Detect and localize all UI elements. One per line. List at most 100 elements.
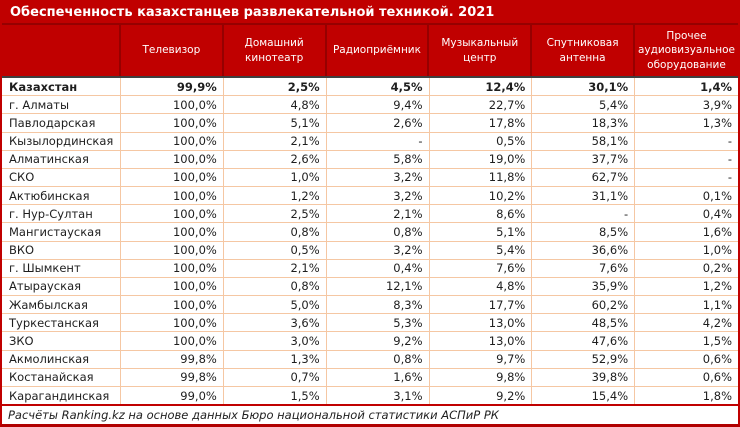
value-cell: 18,3% bbox=[532, 114, 636, 132]
value-cell: 13,0% bbox=[430, 314, 533, 332]
value-cell: 2,1% bbox=[327, 205, 430, 223]
value-cell: 52,9% bbox=[532, 350, 636, 368]
value-cell: 100,0% bbox=[121, 205, 224, 223]
value-cell: 10,2% bbox=[430, 187, 533, 205]
region-name-cell: Карагандинская bbox=[2, 386, 121, 405]
value-cell: 100,0% bbox=[121, 223, 224, 241]
value-cell: 1,0% bbox=[224, 168, 327, 187]
value-cell: 100,0% bbox=[121, 314, 224, 332]
region-name-cell: г. Шымкент bbox=[2, 259, 121, 277]
value-cell: 3,2% bbox=[327, 168, 430, 187]
value-cell: 12,1% bbox=[327, 277, 430, 296]
value-cell: 15,4% bbox=[532, 386, 636, 405]
value-cell: 13,0% bbox=[430, 332, 533, 350]
value-cell: 30,1% bbox=[532, 78, 636, 96]
value-cell: - bbox=[727, 170, 732, 185]
value-cell: 0,8% bbox=[224, 277, 327, 296]
value-cell: 3,0% bbox=[224, 332, 327, 350]
region-name-cell: Казахстан bbox=[2, 78, 121, 96]
region-name-cell: СКО bbox=[2, 168, 121, 187]
value-cell: 0,4% bbox=[327, 259, 430, 277]
column-header: Радиоприёмник bbox=[327, 25, 430, 76]
value-cell: 9,8% bbox=[430, 368, 533, 386]
table-row: Мангистауская 100,0% 0,8% 0,8% 5,1% 8,5% 1,6% bbox=[2, 223, 738, 242]
value-cell: 4,8% bbox=[430, 277, 533, 296]
table-row: Кызылординская 100,0% 2,1% -0,5% 58,1% - bbox=[2, 132, 738, 151]
table-row: СКО 100,0% 1,0% 3,2% 11,8% 62,7% - bbox=[2, 168, 738, 188]
value-cell: 99,9% bbox=[121, 78, 224, 96]
column-header: Прочее аудиовизуальное оборудование bbox=[637, 30, 736, 71]
value-cell: 9,4% bbox=[327, 96, 430, 114]
value-cell: 100,0% bbox=[121, 96, 224, 114]
value-cell: 9,2% bbox=[430, 386, 533, 405]
value-cell: 100,0% bbox=[121, 241, 224, 259]
table-row: Алматинская 100,0% 2,6% 5,8% 19,0% 37,7% - bbox=[2, 150, 738, 169]
value-cell: 8,6% bbox=[430, 205, 533, 223]
value-cell: 58,1% bbox=[532, 132, 636, 150]
region-name-cell: Жамбылская bbox=[2, 296, 121, 314]
value-cell: 8,5% bbox=[532, 223, 636, 241]
value-cell: 100,0% bbox=[121, 259, 224, 277]
value-cell: 0,8% bbox=[327, 350, 430, 368]
region-name-cell: Кызылординская bbox=[2, 132, 121, 150]
column-header: Музыкальный центр bbox=[429, 25, 533, 76]
table-row: Акмолинская 99,8% 1,3% 0,8% 9,7% 52,9% 0,6% bbox=[2, 350, 738, 369]
table-row: г. Алматы 100,0% 4,8% 9,4% 22,7% 5,4% 3,9% bbox=[2, 96, 738, 115]
value-cell: 1,4% bbox=[700, 79, 732, 94]
value-cell: 0,8% bbox=[224, 223, 327, 241]
value-cell: 2,6% bbox=[224, 150, 327, 168]
value-cell: 3,2% bbox=[327, 187, 430, 205]
value-cell: 1,3% bbox=[224, 350, 327, 368]
region-name-cell: Павлодарская bbox=[2, 114, 121, 132]
value-cell: 4,5% bbox=[327, 78, 430, 96]
value-cell: 60,2% bbox=[532, 296, 636, 314]
value-cell: 3,6% bbox=[224, 314, 327, 332]
value-cell: 2,6% bbox=[327, 114, 430, 132]
value-cell: 100,0% bbox=[121, 168, 224, 187]
table-row: Жамбылская 100,0% 5,0% 8,3% 17,7% 60,2% 1,1% bbox=[2, 296, 738, 315]
value-cell: 1,5% bbox=[224, 386, 327, 405]
value-cell: 39,8% bbox=[532, 368, 636, 386]
table-row: г. Нур-Султан 100,0% 2,5% 2,1% 8,6% - 0,4% bbox=[2, 205, 738, 224]
region-name-cell: ВКО bbox=[2, 241, 121, 259]
value-cell: 99,8% bbox=[121, 350, 224, 368]
value-cell: 1,5% bbox=[702, 333, 732, 348]
value-cell: 1,0% bbox=[702, 243, 732, 258]
value-cell: 100,0% bbox=[121, 114, 224, 132]
region-name-cell: Костанайская bbox=[2, 368, 121, 386]
table-row: ВКО 100,0% 0,5% 3,2% 5,4% 36,6% 1,0% bbox=[2, 241, 738, 260]
value-cell: 100,0% bbox=[121, 132, 224, 150]
table-row: Павлодарская 100,0% 5,1% 2,6% 17,8% 18,3% 1,3% bbox=[2, 114, 738, 133]
table-row: Актюбинская 100,0% 1,2% 3,2% 10,2% 31,1% 0,1% bbox=[2, 187, 738, 206]
value-cell: 12,4% bbox=[430, 78, 533, 96]
value-cell: 62,7% bbox=[532, 168, 636, 187]
region-name-cell: Туркестанская bbox=[2, 314, 121, 332]
value-cell: 0,7% bbox=[224, 368, 327, 386]
region-name-cell: Мангистауская bbox=[2, 223, 121, 241]
value-cell: 2,1% bbox=[224, 259, 327, 277]
value-cell: 2,5% bbox=[224, 78, 327, 96]
value-cell: 5,4% bbox=[532, 96, 636, 114]
value-cell: 1,6% bbox=[327, 368, 430, 386]
value-cell: 22,7% bbox=[430, 96, 533, 114]
value-cell: 0,6% bbox=[702, 370, 732, 385]
table-row: Атырауская 100,0% 0,8% 12,1% 4,8% 35,9% 1,2% bbox=[2, 277, 738, 297]
region-name-cell: Алматинская bbox=[2, 150, 121, 168]
value-cell: 100,0% bbox=[121, 150, 224, 168]
value-cell: - bbox=[327, 132, 430, 150]
column-header: Домашний кинотеатр bbox=[224, 25, 327, 76]
table-row: Карагандинская 99,0% 1,5% 3,1% 9,2% 15,4% 1,8% bbox=[2, 386, 738, 405]
value-cell: 100,0% bbox=[121, 332, 224, 350]
value-cell: 0,2% bbox=[702, 261, 732, 276]
value-cell: 0,6% bbox=[702, 352, 732, 367]
value-cell: 100,0% bbox=[121, 277, 224, 296]
value-cell: 17,7% bbox=[430, 296, 533, 314]
value-cell: 0,8% bbox=[327, 223, 430, 241]
value-cell: 5,0% bbox=[224, 296, 327, 314]
value-cell: 35,9% bbox=[532, 277, 636, 296]
value-cell: 5,1% bbox=[430, 223, 533, 241]
region-name-cell: Актюбинская bbox=[2, 187, 121, 205]
column-header: Спутниковая антенна bbox=[532, 25, 635, 76]
value-cell: 100,0% bbox=[121, 187, 224, 205]
value-cell: 47,6% bbox=[532, 332, 636, 350]
